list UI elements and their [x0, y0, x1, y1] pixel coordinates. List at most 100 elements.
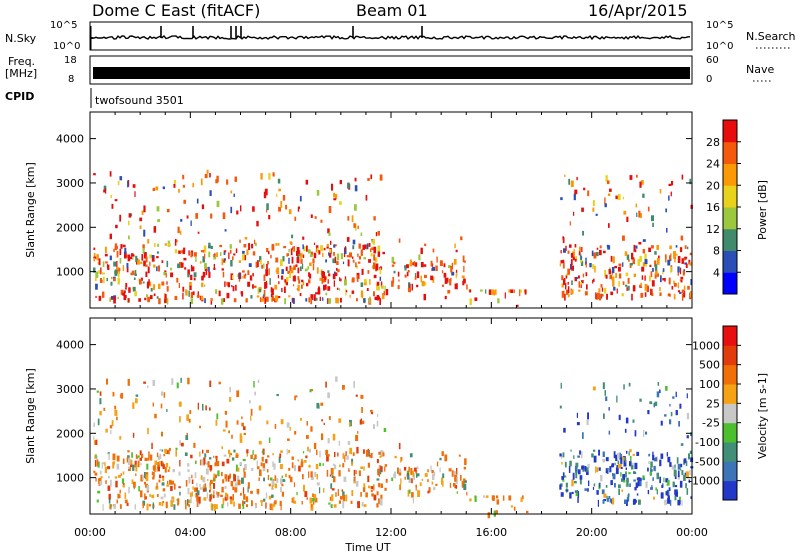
power-echo-cell [270, 254, 272, 259]
velocity-echo-cell [598, 449, 600, 456]
power-echo-cell [261, 264, 263, 269]
power-echo-cell [436, 256, 438, 263]
power-echo-cell [580, 260, 584, 266]
velocity-echo-cell [679, 463, 683, 468]
velocity-echo-cell [254, 504, 257, 509]
power-echo-cell [165, 294, 167, 299]
velocity-echo-cell [126, 502, 129, 506]
power-echo-cell [210, 298, 213, 305]
velocity-echo-cell [559, 484, 562, 490]
velocity-echo-cell [106, 378, 108, 385]
power-echo-cell [368, 243, 371, 247]
power-echo-cell [587, 190, 590, 197]
power-echo-cell [288, 257, 290, 264]
velocity-echo-cell [170, 500, 173, 507]
velocity-echo-cell [618, 452, 621, 460]
velocity-echo-cell [225, 492, 228, 497]
velocity-echo-cell [670, 412, 673, 417]
power-echo-cell [242, 250, 245, 254]
power-echo-cell [414, 262, 418, 267]
velocity-echo-cell [351, 461, 353, 467]
power-echo-cell [333, 198, 337, 201]
power-echo-cell [204, 284, 206, 287]
velocity-echo-cell [620, 472, 622, 477]
velocity-echo-cell [199, 487, 203, 490]
velocity-echo-cell [586, 419, 589, 426]
power-echo-cell [208, 266, 210, 272]
power-echo-cell [120, 244, 123, 249]
velocity-echo-cell [180, 377, 182, 383]
velocity-echo-cell [411, 478, 413, 484]
velocity-echo-cell [178, 471, 181, 476]
power-echo-cell [122, 265, 125, 272]
power-echo-cell [299, 293, 302, 297]
velocity-echo-cell [118, 494, 121, 499]
power-echo-cell [301, 284, 303, 289]
power-echo-cell [117, 278, 120, 285]
power-echo-cell [321, 277, 323, 284]
velocity-echo-cell [690, 496, 693, 499]
velocity-echo-cell [130, 459, 133, 465]
power-echo-cell [371, 240, 374, 243]
velocity-echo-cell [572, 472, 575, 480]
velocity-echo-cell [588, 480, 590, 487]
power-echo-cell [407, 270, 410, 273]
power-echo-cell [624, 251, 628, 256]
velocity-echo-cell [319, 451, 321, 458]
velocity-echo-cell [665, 478, 669, 483]
velocity-echo-cell [441, 451, 444, 457]
power-echo-cell [670, 253, 672, 257]
velocity-echo-cell [234, 487, 238, 493]
velocity-y-tick-label: 4000 [56, 339, 84, 352]
velocity-echo-cell [114, 476, 118, 479]
velocity-echo-cell [373, 424, 375, 430]
velocity-echo-cell [93, 436, 95, 440]
velocity-echo-cell [256, 460, 258, 466]
velocity-echo-cell [611, 497, 615, 505]
velocity-echo-cell [202, 449, 204, 454]
velocity-echo-cell [332, 463, 335, 466]
power-echo-cell [105, 188, 107, 194]
velocity-echo-cell [247, 486, 249, 493]
velocity-echo-cell [351, 490, 354, 497]
velocity-echo-cell [427, 490, 430, 494]
power-echo-cell [373, 291, 375, 297]
velocity-echo-cell [187, 499, 189, 506]
velocity-echo-cell [120, 392, 124, 399]
power-echo-cell [191, 266, 195, 272]
velocity-echo-cell [622, 474, 625, 480]
power-echo-cell [243, 274, 246, 279]
power-echo-cell [677, 256, 681, 263]
power-echo-cell [581, 247, 583, 252]
velocity-echo-cell [243, 493, 246, 500]
velocity-colorbar-tick-label: 25 [706, 397, 720, 410]
power-echo-cell [595, 251, 599, 257]
velocity-echo-cell [265, 459, 268, 464]
power-echo-cell [659, 189, 662, 194]
velocity-echo-cell [145, 474, 149, 482]
velocity-echo-cell [227, 475, 230, 482]
velocity-echo-cell [209, 489, 211, 493]
power-colorbar-swatch [723, 272, 737, 295]
power-echo-cell [113, 296, 116, 304]
power-echo-cell [346, 237, 350, 242]
velocity-echo-cell [652, 451, 654, 457]
velocity-echo-cell [624, 428, 627, 433]
power-echo-cell [176, 277, 179, 283]
velocity-echo-cell [301, 458, 303, 463]
velocity-echo-cell [596, 467, 599, 473]
velocity-echo-cell [233, 474, 237, 482]
power-echo-cell [173, 183, 176, 188]
power-echo-cell [224, 229, 227, 232]
velocity-colorbar-swatch [723, 422, 737, 443]
power-echo-cell [146, 281, 149, 289]
power-echo-cell [565, 275, 568, 279]
power-echo-cell [286, 276, 289, 281]
velocity-echo-cell [676, 491, 678, 497]
velocity-echo-cell [310, 471, 313, 478]
velocity-echo-cell [127, 378, 130, 386]
power-echo-cell [566, 289, 569, 295]
velocity-echo-cell [295, 395, 298, 398]
velocity-echo-cell [326, 469, 329, 477]
power-echo-cell [683, 285, 686, 290]
